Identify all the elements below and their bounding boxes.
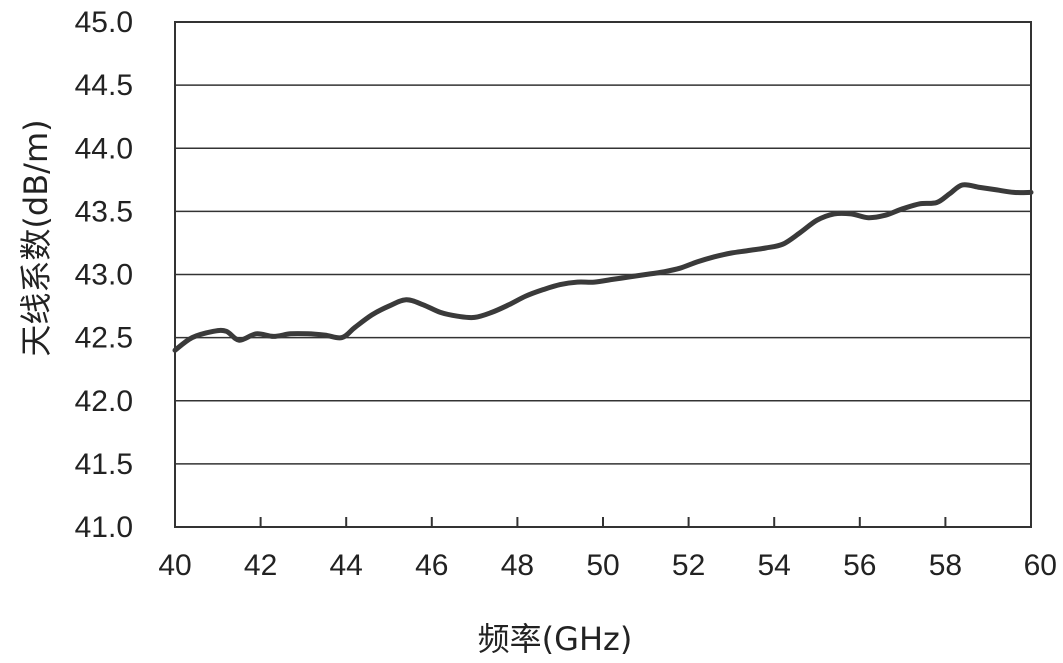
y-tick-label: 43.5 [75, 195, 133, 228]
x-tick-label: 40 [158, 549, 191, 582]
x-axis-ticks [259, 517, 947, 527]
y-axis-tick-labels: 45.0 44.5 44.0 43.5 43.0 42.5 42.0 41.5 41.0 [75, 6, 133, 544]
x-tick-label: 60 [1024, 549, 1057, 582]
y-tick-label: 44.0 [75, 132, 133, 165]
x-tick-label: 44 [330, 549, 363, 582]
gridlines [175, 84, 1031, 465]
x-tick-label: 46 [415, 549, 448, 582]
x-tick-label: 42 [244, 549, 277, 582]
x-tick-label: 48 [501, 549, 534, 582]
y-tick-label: 42.5 [75, 322, 133, 355]
x-tick-label: 52 [672, 549, 705, 582]
series-line [172, 182, 1034, 353]
y-tick-label: 41.0 [75, 511, 133, 544]
x-tick-label: 58 [929, 549, 962, 582]
y-tick-label: 43.0 [75, 259, 133, 292]
y-axis-title: 天线系数(dB/m) [17, 119, 55, 356]
x-axis-tick-labels: 40 42 44 46 48 50 52 54 56 58 60 [158, 549, 1057, 582]
y-tick-label: 41.5 [75, 448, 133, 481]
x-tick-label: 50 [586, 549, 619, 582]
y-tick-label: 44.5 [75, 69, 133, 102]
y-tick-label: 42.0 [75, 385, 133, 418]
x-axis-title: 频率(GHz) [478, 620, 633, 658]
y-tick-label: 45.0 [75, 6, 133, 39]
x-tick-label: 56 [843, 549, 876, 582]
x-tick-label: 54 [758, 549, 791, 582]
